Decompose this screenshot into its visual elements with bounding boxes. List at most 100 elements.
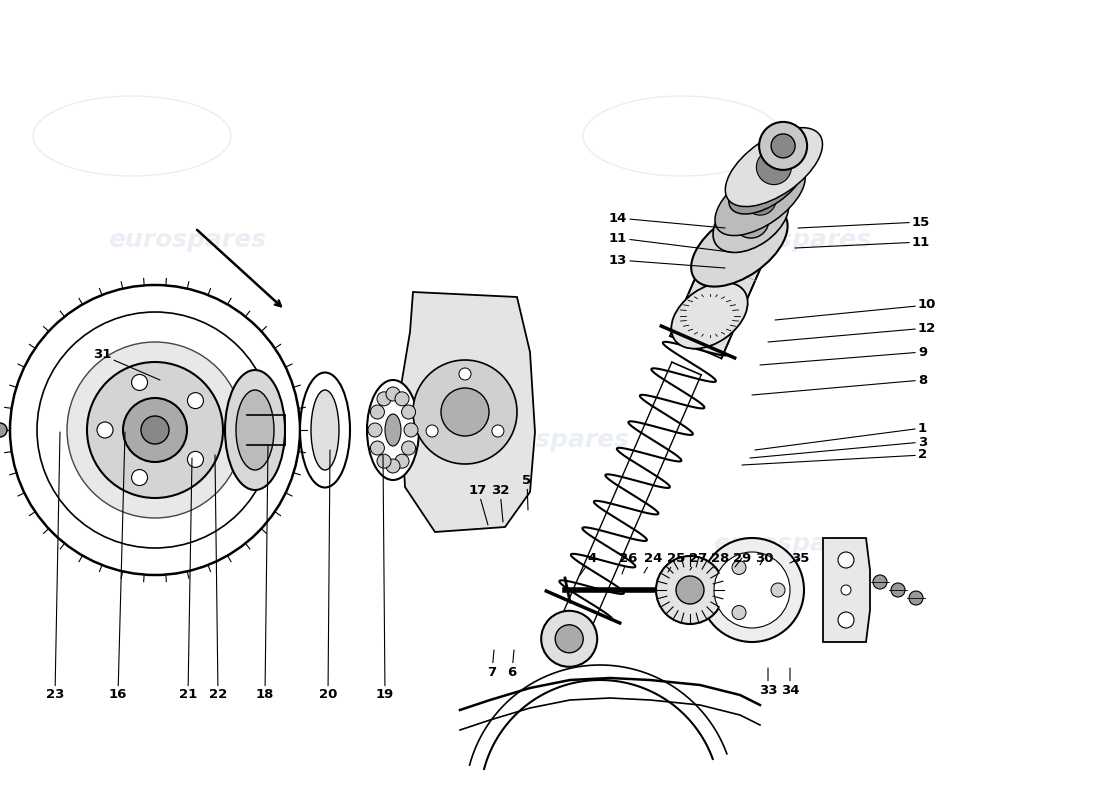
Text: 28: 28 [711,551,729,568]
Circle shape [873,575,887,589]
Ellipse shape [715,162,805,235]
Circle shape [744,182,777,215]
Circle shape [187,451,204,467]
Text: 7: 7 [487,650,496,678]
Ellipse shape [236,390,274,470]
Text: 13: 13 [608,254,725,268]
Text: 11: 11 [609,231,730,252]
Text: eurospares: eurospares [713,228,871,252]
Circle shape [754,170,781,197]
Circle shape [377,392,390,406]
Circle shape [426,425,438,437]
Circle shape [891,583,905,597]
Text: 6: 6 [507,650,517,678]
Text: eurospares: eurospares [471,428,629,452]
Ellipse shape [671,282,748,349]
Ellipse shape [725,128,823,206]
Text: 25: 25 [667,551,685,572]
Text: 3: 3 [750,435,927,458]
Circle shape [67,342,243,518]
Text: 16: 16 [109,432,128,702]
Text: 32: 32 [491,483,509,522]
Circle shape [123,398,187,462]
Text: 8: 8 [752,374,927,395]
Circle shape [732,561,746,574]
Circle shape [187,393,204,409]
Circle shape [459,368,471,380]
Ellipse shape [733,187,778,232]
Text: 23: 23 [46,432,64,702]
Ellipse shape [311,390,339,470]
Text: 34: 34 [781,668,800,697]
Text: 2: 2 [742,449,927,465]
Circle shape [656,556,724,624]
Text: 30: 30 [755,551,773,565]
Circle shape [412,360,517,464]
Text: eurospares: eurospares [713,532,871,556]
Circle shape [395,392,409,406]
Circle shape [386,387,400,401]
Circle shape [700,538,804,642]
Circle shape [132,470,147,486]
Circle shape [838,612,854,628]
Circle shape [441,388,490,436]
Circle shape [676,576,704,604]
Ellipse shape [300,373,350,487]
Circle shape [744,198,768,222]
Circle shape [10,285,300,575]
Circle shape [733,202,769,238]
Text: 1: 1 [755,422,927,450]
Circle shape [0,423,7,437]
Circle shape [377,454,390,468]
Circle shape [714,552,790,628]
Ellipse shape [226,370,285,490]
Text: 19: 19 [376,455,394,702]
Ellipse shape [713,188,789,253]
Text: 33: 33 [759,668,778,697]
Ellipse shape [691,206,788,286]
Text: 22: 22 [209,455,227,702]
Ellipse shape [385,414,402,446]
Text: 15: 15 [798,215,931,229]
Circle shape [492,425,504,437]
Circle shape [97,422,113,438]
Circle shape [368,423,382,437]
Text: 12: 12 [768,322,936,342]
Text: 9: 9 [760,346,927,365]
Polygon shape [823,538,870,642]
Text: 26: 26 [619,551,637,574]
Text: 29: 29 [733,551,751,567]
Circle shape [757,150,791,185]
Circle shape [404,423,418,437]
Circle shape [838,552,854,568]
Text: 27: 27 [689,551,707,570]
Circle shape [771,583,785,597]
Circle shape [759,122,807,170]
Circle shape [371,405,384,419]
Circle shape [132,374,147,390]
Circle shape [371,441,384,455]
Text: 17: 17 [469,483,488,525]
Circle shape [402,441,416,455]
Circle shape [556,625,583,653]
Text: 14: 14 [608,211,725,228]
Circle shape [732,606,746,619]
Circle shape [771,134,795,158]
Text: 20: 20 [319,450,338,702]
Text: 24: 24 [644,551,662,573]
Text: 10: 10 [776,298,936,320]
Circle shape [141,416,169,444]
Text: 4: 4 [580,551,596,575]
Ellipse shape [729,152,805,214]
Ellipse shape [367,380,419,480]
Circle shape [541,611,597,666]
Text: 31: 31 [92,349,160,380]
Text: 21: 21 [179,458,197,702]
Circle shape [402,405,416,419]
Circle shape [395,454,409,468]
Circle shape [842,585,851,595]
Text: 11: 11 [795,235,931,249]
Circle shape [87,362,223,498]
Text: 35: 35 [790,551,810,565]
Text: 5: 5 [522,474,531,510]
